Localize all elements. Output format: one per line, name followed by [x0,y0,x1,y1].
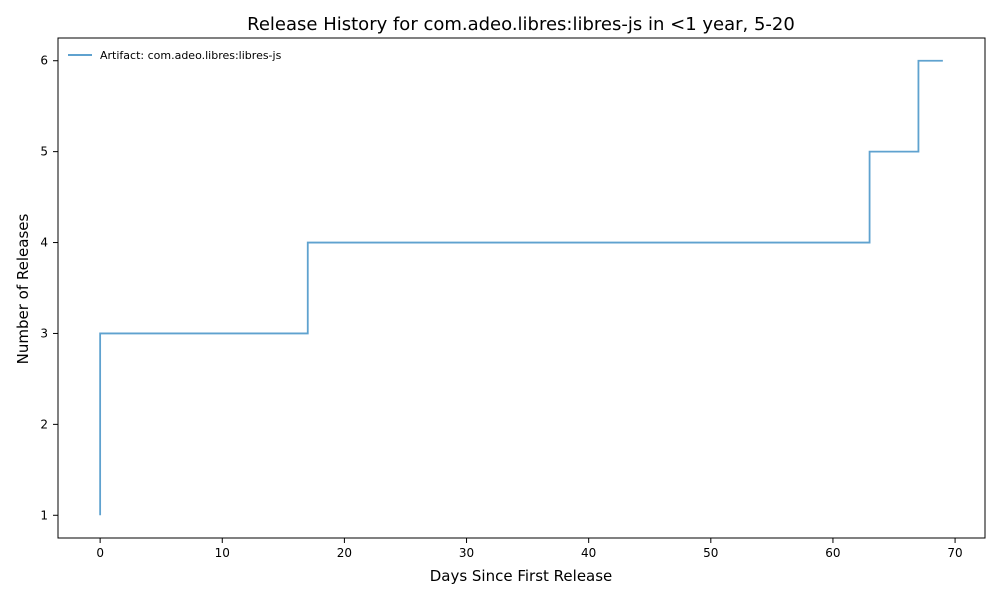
x-tick-label: 40 [581,546,596,560]
plot-frame [57,37,986,539]
y-tick-label: 3 [40,326,48,340]
x-tick-label: 50 [703,546,718,560]
y-tick-label: 5 [40,145,48,159]
series-line [99,59,943,516]
x-tick-label: 60 [825,546,840,560]
legend: Artifact: com.adeo.libres:libres-js [68,49,282,62]
x-tick-label: 20 [337,546,352,560]
x-tick-label: 10 [215,546,230,560]
y-tick-label: 1 [40,508,48,522]
y-axis-label: Number of Releases [14,213,32,364]
x-tick-label: 30 [459,546,474,560]
x-tick-label: 0 [96,546,104,560]
axis-ticks: 0 10 20 30 40 50 60 70 1 2 3 4 5 6 [40,54,962,560]
plot-area [99,59,943,516]
x-axis-label: Days Since First Release [430,567,613,585]
chart-title: Release History for com.adeo.libres:libr… [247,14,795,35]
y-tick-label: 4 [40,236,48,250]
legend-label: Artifact: com.adeo.libres:libres-js [100,49,282,62]
y-tick-label: 2 [40,417,48,431]
y-tick-label: 6 [40,54,48,68]
x-tick-label: 70 [947,546,962,560]
